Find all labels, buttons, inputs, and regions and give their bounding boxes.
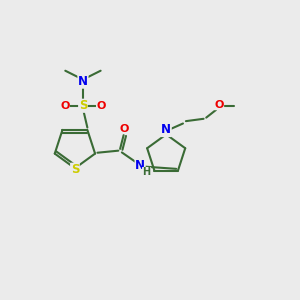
Text: S: S — [71, 163, 79, 176]
Text: O: O — [60, 101, 69, 111]
Text: N: N — [78, 75, 88, 88]
Text: N: N — [135, 160, 145, 172]
Text: O: O — [214, 100, 224, 110]
Text: S: S — [79, 99, 87, 112]
Text: O: O — [119, 124, 129, 134]
Text: O: O — [97, 101, 106, 111]
Text: H: H — [142, 167, 151, 178]
Text: N: N — [161, 124, 171, 136]
